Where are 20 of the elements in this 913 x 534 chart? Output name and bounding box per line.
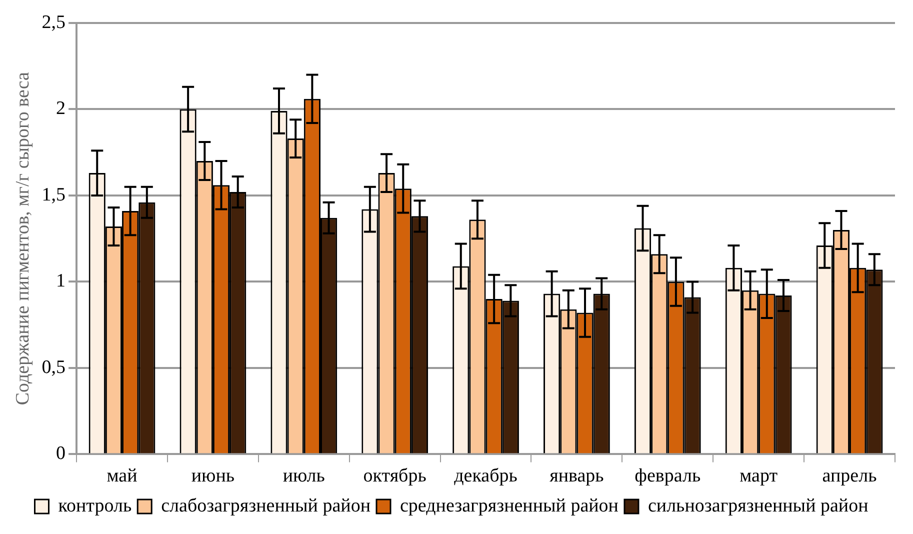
y-tick-label: 1 bbox=[56, 270, 66, 292]
x-tick-label: февраль bbox=[634, 466, 701, 487]
x-tick-label: апрель bbox=[822, 466, 878, 487]
x-tick-label: май bbox=[106, 466, 138, 487]
y-tick-label: 2,5 bbox=[42, 12, 66, 33]
x-tick-label: декабрь bbox=[454, 466, 518, 487]
y-tick-label: 0 bbox=[56, 443, 66, 464]
y-tick-label: 2 bbox=[56, 98, 66, 120]
x-tick-label: март bbox=[740, 466, 778, 487]
y-tick-label: 1,5 bbox=[42, 184, 66, 206]
x-tick-label: июль bbox=[282, 466, 326, 487]
legend-label: слабозагрязненный район bbox=[161, 495, 370, 516]
x-tick-label: июнь bbox=[191, 466, 235, 487]
y-tick-label: 0,5 bbox=[42, 356, 66, 378]
x-tick-label: январь bbox=[550, 466, 604, 487]
x-tick-label: октябрь bbox=[363, 466, 427, 487]
legend-label: сильнозагрязненный район bbox=[648, 495, 868, 516]
legend-label: среднезагрязненный район bbox=[400, 495, 618, 516]
y-axis-title: Содержание пигментов, мг/г сырого веса bbox=[12, 71, 34, 406]
legend-label: контроль bbox=[58, 495, 132, 516]
